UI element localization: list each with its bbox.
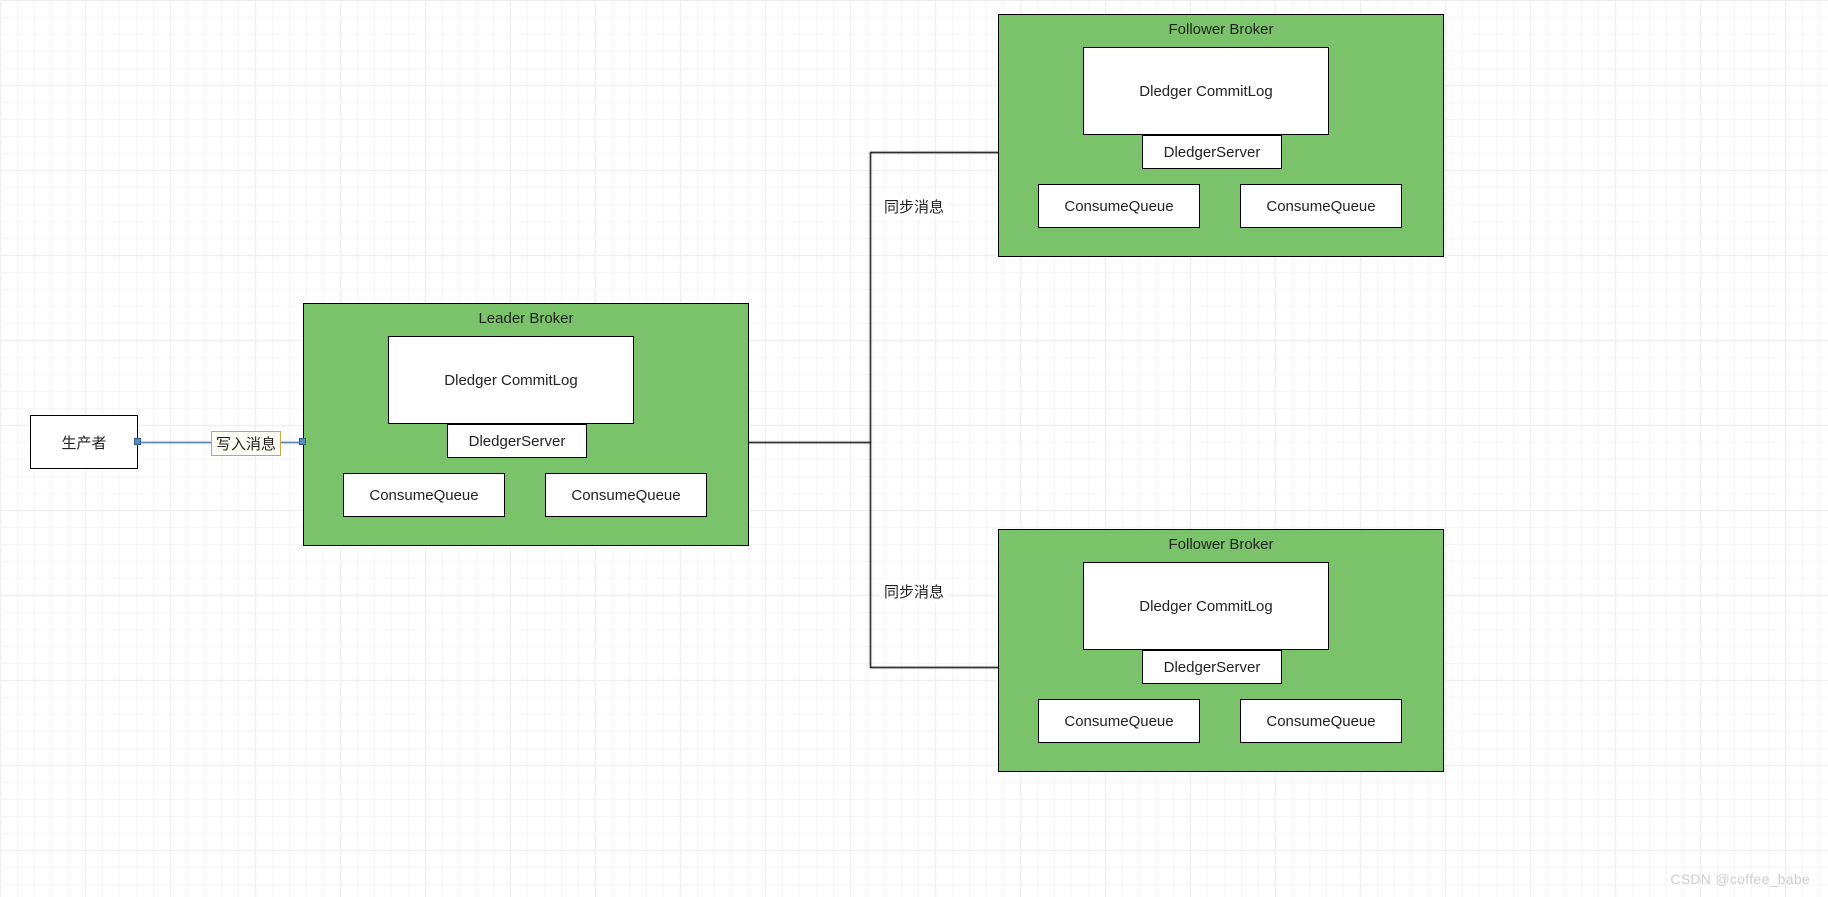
follower1-commitlog-node: Dledger CommitLog	[1083, 47, 1329, 135]
follower1-consumequeue-2: ConsumeQueue	[1240, 184, 1402, 228]
follower2-consumequeue-1: ConsumeQueue	[1038, 699, 1200, 743]
edge-label-write[interactable]: 写入消息	[211, 431, 281, 456]
producer-label: 生产者	[61, 432, 106, 453]
leader-cq2-label: ConsumeQueue	[571, 487, 680, 504]
leader-broker-title: Leader Broker	[304, 310, 748, 327]
follower2-cq2-label: ConsumeQueue	[1266, 713, 1375, 730]
edge-label-sync-2: 同步消息	[880, 580, 948, 603]
follower1-commitlog-label: Dledger CommitLog	[1139, 83, 1272, 100]
leader-dledger-label: DledgerServer	[469, 433, 566, 450]
edge-label-sync1-text: 同步消息	[884, 199, 944, 216]
leader-dledger-node: DledgerServer	[447, 424, 587, 458]
follower2-consumequeue-2: ConsumeQueue	[1240, 699, 1402, 743]
watermark: CSDN @coffee_babe	[1670, 871, 1810, 887]
follower1-cq2-label: ConsumeQueue	[1266, 198, 1375, 215]
follower2-commitlog-label: Dledger CommitLog	[1139, 598, 1272, 615]
follower1-cq1-label: ConsumeQueue	[1064, 198, 1173, 215]
follower2-cq1-label: ConsumeQueue	[1064, 713, 1173, 730]
edge-label-sync2-text: 同步消息	[884, 584, 944, 601]
leader-commitlog-label: Dledger CommitLog	[444, 372, 577, 389]
leader-consumequeue-1: ConsumeQueue	[343, 473, 505, 517]
edge-endpoint-end[interactable]	[299, 438, 306, 445]
follower1-dledger-label: DledgerServer	[1164, 144, 1261, 161]
follower-2-title: Follower Broker	[999, 536, 1443, 553]
edge-label-sync-1: 同步消息	[880, 195, 948, 218]
follower2-dledger-label: DledgerServer	[1164, 659, 1261, 676]
follower1-dledger-node: DledgerServer	[1142, 135, 1282, 169]
edge-label-write-text: 写入消息	[216, 436, 276, 453]
edge-endpoint-start[interactable]	[134, 438, 141, 445]
follower-1-title: Follower Broker	[999, 21, 1443, 38]
follower2-commitlog-node: Dledger CommitLog	[1083, 562, 1329, 650]
leader-consumequeue-2: ConsumeQueue	[545, 473, 707, 517]
producer-node: 生产者	[30, 415, 138, 469]
leader-commitlog-node: Dledger CommitLog	[388, 336, 634, 424]
leader-cq1-label: ConsumeQueue	[369, 487, 478, 504]
follower2-dledger-node: DledgerServer	[1142, 650, 1282, 684]
follower1-consumequeue-1: ConsumeQueue	[1038, 184, 1200, 228]
